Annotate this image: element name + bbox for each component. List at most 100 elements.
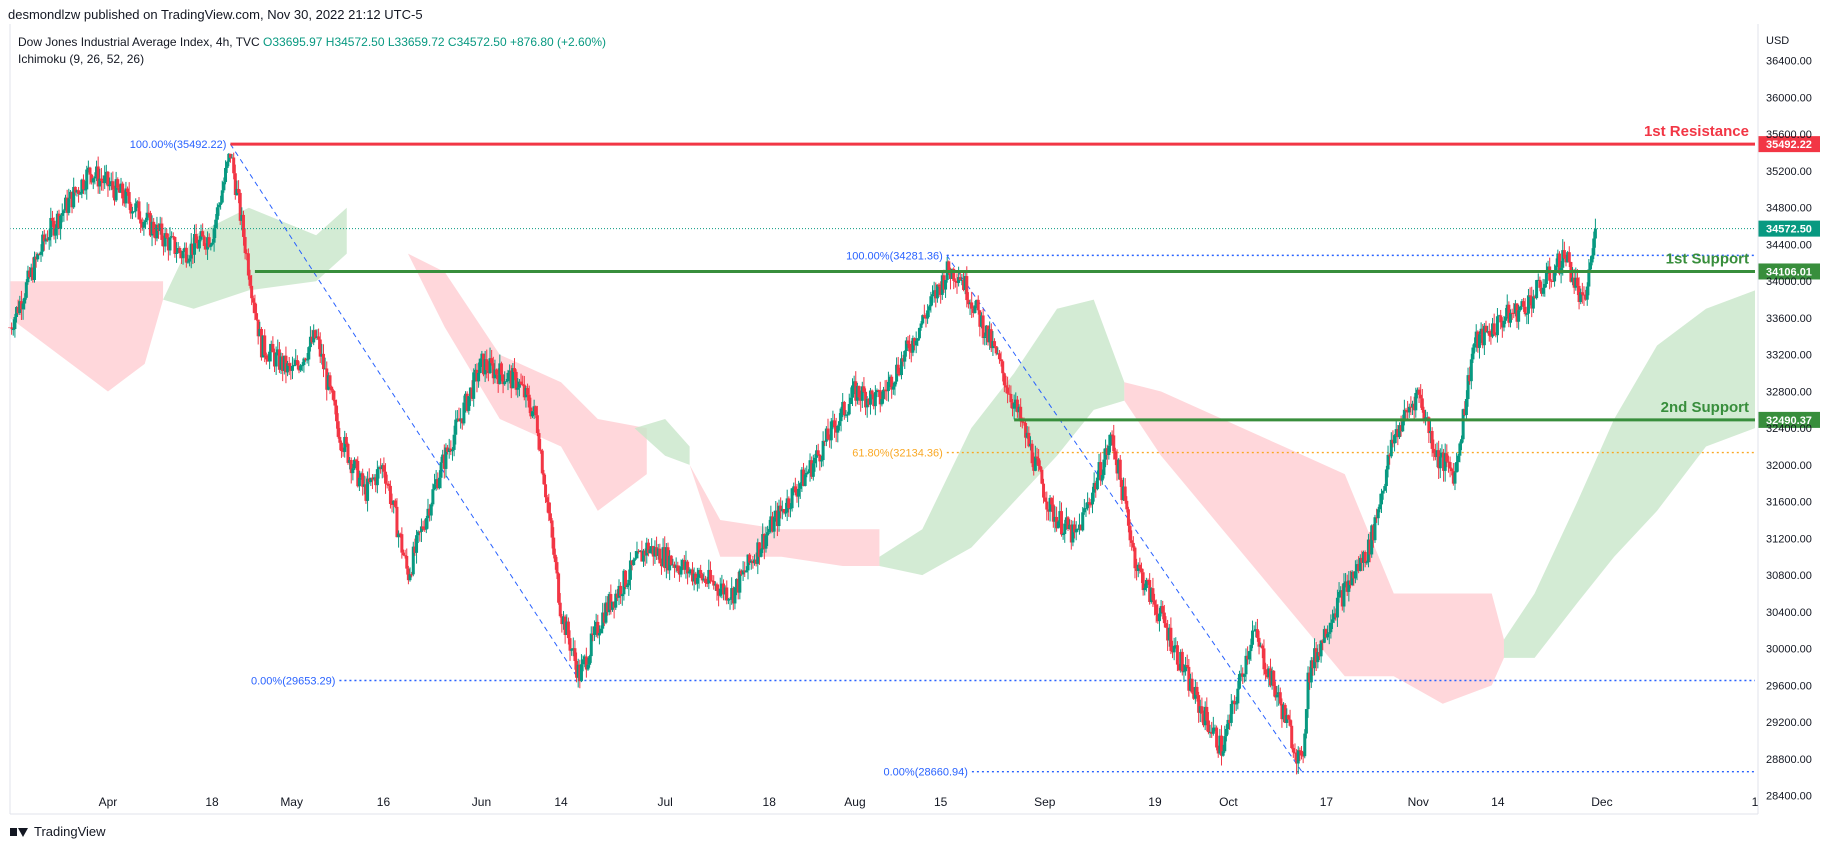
candle-bearish <box>965 276 969 301</box>
candle-bullish <box>108 184 112 187</box>
candle-bearish <box>602 612 606 623</box>
candle-bearish <box>361 473 365 487</box>
candle-bearish <box>42 234 46 242</box>
candle-bearish <box>1567 252 1571 263</box>
y-tick-label: 31200.00 <box>1766 533 1812 545</box>
y-tick-label: 30000.00 <box>1766 644 1812 656</box>
candle-bullish <box>903 351 907 362</box>
candle-bullish <box>95 166 99 177</box>
candle-bullish <box>508 370 512 373</box>
candle-bullish <box>1376 509 1380 519</box>
candle-bullish <box>1267 668 1271 678</box>
candle-bearish <box>406 568 410 581</box>
candle-bullish <box>62 210 66 214</box>
candle-bearish <box>1363 551 1367 564</box>
y-tick-label: 30400.00 <box>1766 607 1812 619</box>
candle-bearish <box>952 268 956 281</box>
candle-bullish <box>819 460 823 462</box>
candle-bullish <box>480 353 484 359</box>
candle-bullish <box>772 517 776 532</box>
candle-bearish <box>557 573 561 603</box>
candle-bearish <box>1045 501 1049 510</box>
candle-bullish <box>1378 504 1382 510</box>
ichimoku-cloud-bullish <box>879 299 1125 576</box>
candle-bullish <box>570 649 574 651</box>
candle-bearish <box>823 440 827 442</box>
candle-bullish <box>348 460 352 463</box>
candle-bearish <box>1030 443 1034 464</box>
candle-bullish <box>307 347 311 360</box>
candle-bullish <box>730 588 734 599</box>
indicator-name[interactable]: Ichimoku (9, 26, 52, 26) <box>18 52 145 66</box>
candle-bearish <box>1128 525 1132 541</box>
candle-bearish <box>1422 409 1426 420</box>
candle-bearish <box>1528 295 1532 297</box>
candle-bearish <box>1324 629 1328 638</box>
candle-bullish <box>1017 406 1021 413</box>
candle-bullish <box>1453 472 1457 484</box>
candle-bullish <box>155 224 159 239</box>
candle-bullish <box>1495 316 1499 336</box>
candle-bearish <box>1476 331 1480 348</box>
candle-bearish <box>1192 692 1196 699</box>
y-tick-label: 35600.00 <box>1766 129 1812 141</box>
candle-bearish <box>273 352 277 367</box>
candle-bearish <box>833 420 837 428</box>
x-tick-label: 1 <box>1752 795 1759 809</box>
candle-bullish <box>1229 704 1233 723</box>
candle-bearish <box>948 273 952 279</box>
candle-bullish <box>357 477 361 487</box>
candle-bullish <box>1381 490 1385 494</box>
candle-bearish <box>686 561 690 574</box>
candle-bullish <box>855 386 859 401</box>
candle-bullish <box>1149 588 1153 602</box>
candle-bullish <box>594 621 598 627</box>
legend-row-indicator: Ichimoku (9, 26, 52, 26) <box>18 51 606 68</box>
candle-bearish <box>1522 301 1526 307</box>
candle-bearish <box>877 390 881 392</box>
candle-bearish <box>264 355 268 360</box>
candle-bearish <box>779 505 783 512</box>
candle-bearish <box>885 390 889 392</box>
candle-bullish <box>1322 629 1326 643</box>
candle-bullish <box>54 228 58 236</box>
candle-bullish <box>1373 517 1377 541</box>
candle-bullish <box>158 223 162 232</box>
candle-bearish <box>295 360 299 366</box>
candle-bearish <box>522 384 526 398</box>
fib-trend-line <box>230 143 580 681</box>
candle-bearish <box>1146 579 1150 581</box>
candle-bearish <box>1015 399 1019 413</box>
symbol-name[interactable]: Dow Jones Industrial Average Index, 4h, … <box>18 35 260 49</box>
candle-bullish <box>26 270 30 283</box>
candle-bullish <box>1571 277 1575 282</box>
candle-bearish <box>1557 253 1561 274</box>
candle-bullish <box>1471 347 1475 360</box>
candle-bearish <box>1420 398 1424 410</box>
candle-bullish <box>1319 640 1323 657</box>
footer-brand[interactable]: TradingView <box>10 824 106 839</box>
candle-bearish <box>1510 312 1514 314</box>
candle-bullish <box>426 508 430 519</box>
candle-bearish <box>573 648 577 661</box>
candle-bearish <box>566 621 570 639</box>
candle-bearish <box>550 520 554 538</box>
candle-bearish <box>1073 524 1077 533</box>
last-price-label: 34572.50 <box>1766 224 1812 236</box>
candle-bullish <box>588 656 592 665</box>
candle-bearish <box>1500 322 1504 328</box>
candle-bearish <box>250 285 254 299</box>
candle-bearish <box>548 513 552 521</box>
candle-bearish <box>810 460 814 477</box>
candle-bearish <box>1151 588 1155 601</box>
candle-bullish <box>439 462 443 478</box>
candle-bullish <box>199 231 203 240</box>
candle-bearish <box>757 542 761 557</box>
candle-bullish <box>377 467 381 470</box>
candle-bullish <box>1084 508 1088 510</box>
candle-bearish <box>248 275 252 286</box>
candle-bearish <box>232 157 236 174</box>
candle-bearish <box>939 286 943 295</box>
candle-bullish <box>800 469 804 484</box>
